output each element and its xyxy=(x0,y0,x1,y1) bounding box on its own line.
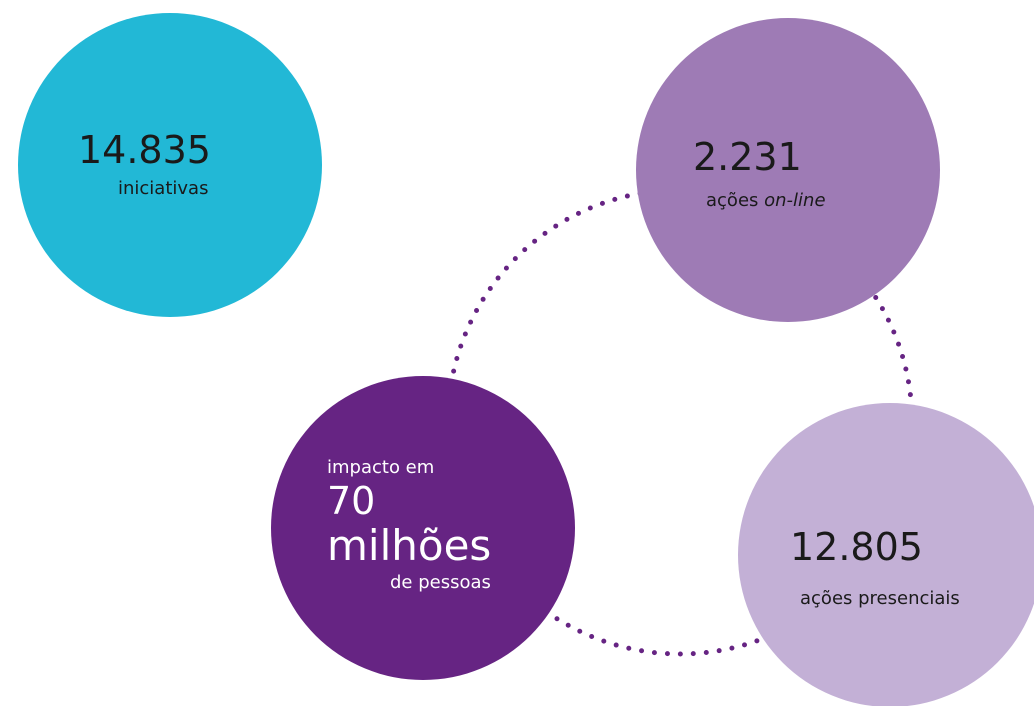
circle-impact xyxy=(271,376,575,680)
circle-initiatives xyxy=(18,13,322,317)
label: ações on-line xyxy=(706,190,826,211)
label-text: ações xyxy=(706,190,758,211)
value: 14.835 xyxy=(78,128,211,172)
value: 70 xyxy=(327,479,375,523)
circle-online xyxy=(636,18,940,322)
unit: milhões xyxy=(327,521,491,570)
value: 12.805 xyxy=(790,525,923,569)
label: iniciativas xyxy=(118,178,208,199)
circle-in-person xyxy=(738,403,1034,706)
label-top: impacto em xyxy=(327,457,434,478)
label: de pessoas xyxy=(390,572,491,593)
label-emphasis: on-line xyxy=(764,190,825,211)
value: 2.231 xyxy=(693,135,802,179)
label: ações presenciais xyxy=(800,588,960,609)
